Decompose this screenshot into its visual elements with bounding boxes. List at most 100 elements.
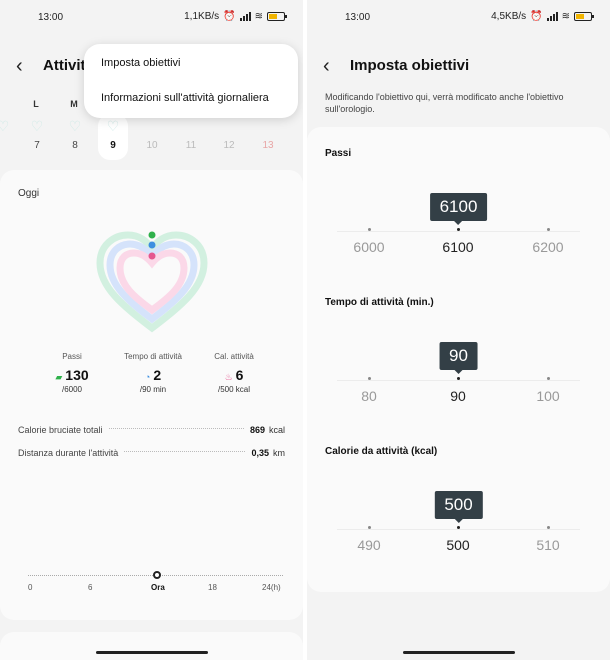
picker-ruler — [337, 231, 580, 232]
time-goal-label: Tempo di attività (min.) — [325, 297, 434, 308]
calories-goal-picker[interactable]: 500 490 500 510 — [307, 491, 610, 555]
tick-mark — [368, 526, 371, 529]
today-card: Oggi Passi ▰ 130 /6000 Tempo di attività … — [0, 170, 303, 620]
calories-progress-dot — [148, 252, 156, 260]
tick-mark — [368, 228, 371, 231]
steps-goal-picker[interactable]: 6100 6000 6100 6200 — [307, 193, 610, 257]
picker-option[interactable]: 100 — [536, 388, 560, 404]
stat-label: Passi — [62, 352, 82, 361]
day-item[interactable]: ♡ — [0, 118, 18, 140]
stat-goal: /6000 — [61, 385, 83, 394]
signal-icon — [546, 12, 558, 21]
tick-mark — [547, 377, 550, 380]
row-value: 869 — [249, 425, 265, 435]
signal-icon — [239, 12, 251, 21]
flame-icon: ♨ — [224, 372, 233, 382]
selected-value-bubble: 6100 — [429, 193, 488, 225]
back-button[interactable]: ‹ — [16, 55, 23, 77]
stat-label: Tempo di attività — [124, 352, 182, 361]
timeline-label: 24(h) — [262, 583, 281, 592]
status-time: 13:00 — [345, 12, 371, 23]
day-item[interactable]: 12 — [223, 140, 235, 151]
steps-progress-dot — [148, 231, 156, 239]
day-item[interactable]: ♡ 8 — [60, 118, 90, 151]
activity-heart-rings — [96, 231, 208, 333]
stat-goal: /500 kcal — [217, 385, 251, 394]
calories-goal-label: Calorie da attività (kcal) — [325, 446, 438, 457]
timeline-label: 18 — [208, 583, 217, 592]
weekday-label: M — [70, 99, 78, 109]
row-unit: kcal — [268, 425, 285, 435]
timeline-label: 0 — [28, 583, 33, 592]
day-item-selected[interactable]: ♡ 9 — [98, 114, 128, 160]
day-item[interactable]: 11 — [185, 140, 197, 151]
menu-item-activity-info[interactable]: Informazioni sull'attività giornaliera — [101, 92, 269, 104]
shoe-icon: ▰ — [55, 372, 63, 382]
picker-option-selected[interactable]: 90 — [450, 388, 466, 404]
alarm-icon: ⏰ — [530, 11, 543, 22]
tick-mark — [547, 228, 550, 231]
steps-ring — [96, 231, 208, 333]
row-label: Distanza durante l'attività — [18, 448, 119, 458]
menu-item-set-goals[interactable]: Imposta obiettivi — [101, 57, 181, 69]
status-time: 13:00 — [38, 12, 64, 23]
status-bar: 13:00 1,1KB/s ⏰ ≋ — [0, 0, 303, 34]
day-item[interactable]: 10 — [146, 140, 158, 151]
timeline-label: 6 — [88, 583, 93, 592]
heart-ring-icon: ♡ — [106, 118, 120, 134]
weekday-label: L — [33, 99, 39, 109]
picker-ruler — [337, 380, 580, 381]
selected-value-bubble: 90 — [439, 342, 478, 374]
network-speed: 4,5KB/s — [491, 11, 527, 22]
home-indicator[interactable] — [402, 651, 515, 654]
time-progress-dot — [148, 241, 156, 249]
back-button[interactable]: ‹ — [323, 55, 330, 77]
distance-row: Distanza durante l'attività 0,35 km — [18, 448, 285, 458]
picker-option[interactable]: 80 — [361, 388, 377, 404]
picker-ruler — [337, 529, 580, 530]
goals-card: Passi 6100 6000 6100 6200 Tempo di attiv… — [307, 127, 610, 592]
battery-icon — [574, 12, 594, 21]
set-goals-screen: 13:00 4,5KB/s ⏰ ≋ ‹ Imposta obiettivi Mo… — [307, 0, 610, 660]
stat-value: 130 — [65, 367, 89, 383]
tick-mark — [457, 526, 460, 529]
stat-value: 2 — [153, 367, 162, 383]
status-bar: 13:00 4,5KB/s ⏰ ≋ — [307, 0, 610, 34]
total-calories-row: Calorie bruciate totali 869 kcal — [18, 425, 285, 435]
page-title: Imposta obiettivi — [350, 57, 470, 74]
steps-stat[interactable]: Passi ▰ 130 /6000 — [32, 352, 112, 394]
picker-option-selected[interactable]: 6100 — [442, 239, 474, 255]
timeline-label-now: Ora — [151, 583, 165, 592]
home-indicator[interactable] — [95, 651, 208, 654]
time-stat[interactable]: Tempo di attività ◔ 2 /90 min — [113, 352, 193, 394]
picker-option[interactable]: 490 — [357, 537, 381, 553]
picker-option[interactable]: 6200 — [532, 239, 564, 255]
wifi-icon: ≋ — [561, 11, 570, 22]
picker-option-selected[interactable]: 500 — [446, 537, 470, 553]
stat-goal: /90 min — [139, 385, 167, 394]
time-goal-picker[interactable]: 90 80 90 100 — [307, 342, 610, 406]
stat-label: Cal. attività — [214, 352, 254, 361]
calories-ring — [116, 249, 188, 315]
activity-screen: 13:00 1,1KB/s ⏰ ≋ ‹ Attivit L M ♡ ♡ 7 ♡ 8 … — [0, 0, 303, 660]
day-selector: ♡ ♡ 7 ♡ 8 ♡ 9 10 11 12 13 — [0, 114, 303, 168]
overflow-menu: Imposta obiettivi Informazioni sull'atti… — [84, 44, 298, 118]
calories-stat[interactable]: Cal. attività ♨ 6 /500 kcal — [194, 352, 274, 394]
steps-goal-label: Passi — [325, 148, 352, 159]
heart-ring-icon: ♡ — [0, 118, 10, 134]
today-label: Oggi — [18, 188, 40, 199]
tick-mark — [547, 526, 550, 529]
tick-mark — [368, 377, 371, 380]
battery-icon — [267, 12, 287, 21]
network-speed: 1,1KB/s — [184, 11, 220, 22]
description: Modificando l'obiettivo qui, verrà modif… — [325, 92, 564, 114]
row-unit: km — [273, 448, 285, 458]
row-value: 0,35 — [251, 448, 269, 458]
clock-icon: ◔ — [144, 372, 151, 382]
picker-option[interactable]: 6000 — [353, 239, 385, 255]
row-label: Calorie bruciate totali — [18, 425, 103, 435]
tick-mark — [457, 228, 460, 231]
day-item[interactable]: ♡ 7 — [22, 118, 52, 151]
day-item[interactable]: 13 — [262, 140, 274, 151]
picker-option[interactable]: 510 — [536, 537, 560, 553]
